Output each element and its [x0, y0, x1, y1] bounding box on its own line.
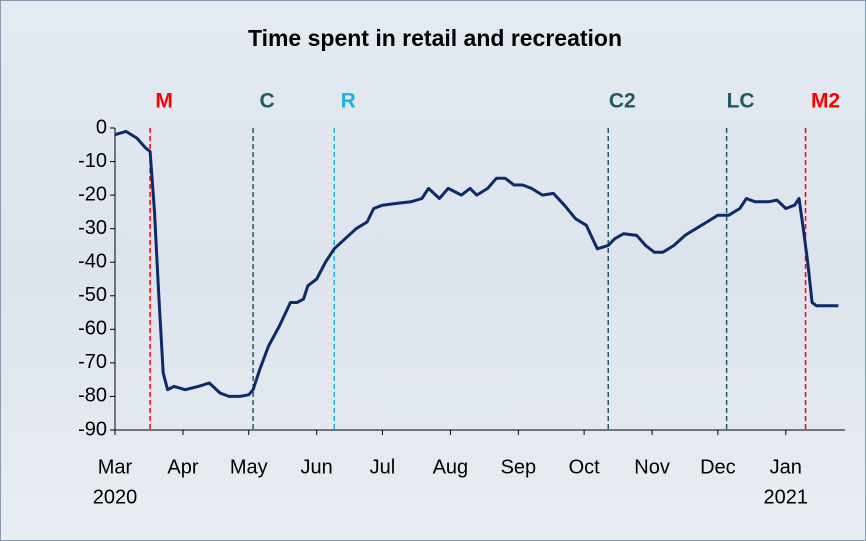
x-tick-label: Nov — [634, 456, 670, 478]
x-year-label: 2020 — [93, 486, 138, 508]
y-tick-label: -70 — [78, 351, 107, 373]
x-tick-label: May — [230, 456, 268, 478]
x-tick-label: Sep — [501, 456, 537, 478]
event-label: R — [341, 90, 356, 113]
x-tick-label: Mar — [98, 456, 133, 478]
x-tick-label: Oct — [569, 456, 601, 478]
y-tick-label: -50 — [78, 284, 107, 306]
y-tick-label: -10 — [78, 150, 107, 172]
y-tick-label: -90 — [78, 418, 107, 440]
event-label: C2 — [609, 90, 636, 113]
y-tick-label: -20 — [78, 183, 107, 205]
x-tick-label: Jan — [770, 456, 802, 478]
y-tick-label: -30 — [78, 217, 107, 239]
event-label: C — [260, 90, 275, 113]
x-tick-label: Aug — [433, 456, 469, 478]
x-tick-label: Jun — [301, 456, 333, 478]
x-year-label: 2021 — [764, 486, 809, 508]
y-tick-label: -40 — [78, 251, 107, 273]
x-tick-label: Dec — [700, 456, 736, 478]
x-tick-label: Jul — [370, 456, 396, 478]
y-tick-label: -80 — [78, 385, 107, 407]
event-label: M — [155, 90, 173, 113]
y-tick-label: 0 — [96, 116, 107, 138]
chart-title: Time spent in retail and recreation — [248, 25, 622, 51]
event-label: M2 — [811, 90, 840, 113]
x-tick-label: Apr — [167, 456, 198, 478]
series-line — [114, 129, 839, 398]
y-tick-label: -60 — [78, 318, 107, 340]
event-label: LC — [727, 90, 755, 113]
